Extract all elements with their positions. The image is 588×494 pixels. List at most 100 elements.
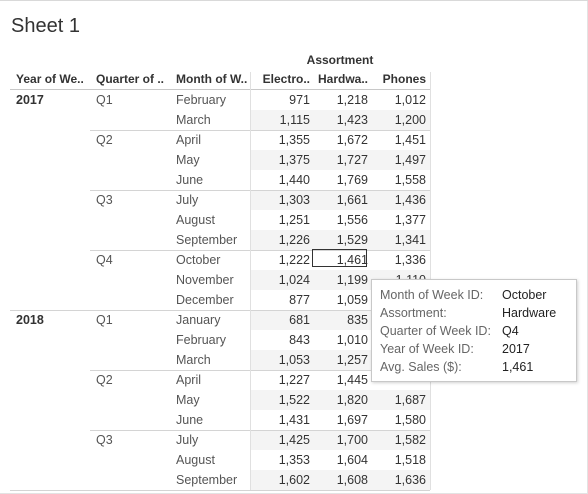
value-cell[interactable]: 1,461 — [336, 253, 368, 267]
quarter-label[interactable]: Q4 — [96, 253, 113, 267]
tooltip-value: Hardware — [502, 306, 557, 320]
month-label[interactable]: August — [176, 453, 215, 467]
value-cell[interactable]: 1,115 — [279, 113, 310, 127]
month-label[interactable]: August — [176, 213, 215, 227]
value-cell[interactable]: 1,558 — [394, 173, 426, 187]
value-cell[interactable]: 1,769 — [336, 173, 368, 187]
value-cell[interactable]: 1,700 — [336, 433, 368, 447]
row-band — [250, 230, 430, 250]
quarter-label[interactable]: Q1 — [96, 313, 113, 327]
tooltip-value: October — [502, 288, 547, 302]
month-label[interactable]: December — [176, 293, 234, 307]
value-cell[interactable]: 1,497 — [394, 153, 426, 167]
value-cell[interactable]: 1,423 — [336, 113, 368, 127]
year-label[interactable]: 2018 — [16, 313, 44, 327]
value-cell[interactable]: 1,222 — [278, 253, 310, 267]
value-cell[interactable]: 1,608 — [336, 473, 368, 487]
value-cell[interactable]: 1,059 — [336, 293, 368, 307]
value-cell[interactable]: 1,303 — [278, 193, 310, 207]
month-label[interactable]: February — [176, 333, 227, 347]
value-cell[interactable]: 1,582 — [394, 433, 426, 447]
month-label[interactable]: March — [176, 353, 211, 367]
value-cell[interactable]: 1,687 — [394, 393, 426, 407]
value-cell[interactable]: 1,518 — [394, 453, 426, 467]
month-label[interactable]: January — [176, 313, 221, 327]
value-cell[interactable]: 1,451 — [394, 133, 426, 147]
month-label[interactable]: July — [176, 433, 199, 447]
value-cell[interactable]: 1,727 — [336, 153, 368, 167]
value-cell[interactable]: 1,580 — [394, 413, 426, 427]
value-cell[interactable]: 1,522 — [278, 393, 310, 407]
value-cell[interactable]: 1,199 — [336, 273, 368, 287]
value-cell[interactable]: 1,436 — [394, 193, 426, 207]
value-cell[interactable]: 1,226 — [278, 233, 310, 247]
value-cell[interactable]: 1,024 — [278, 273, 310, 287]
value-cell[interactable]: 1,425 — [278, 433, 310, 447]
value-cell[interactable]: 1,445 — [336, 373, 368, 387]
value-cell[interactable]: 1,257 — [336, 353, 368, 367]
value-cell[interactable]: 1,377 — [394, 213, 426, 227]
value-cell[interactable]: 1,440 — [278, 173, 310, 187]
value-cell[interactable]: 681 — [289, 313, 310, 327]
value-cell[interactable]: 1,556 — [336, 213, 368, 227]
value-cell[interactable]: 1,200 — [394, 113, 426, 127]
row-header-quarter[interactable]: Quarter of .. — [96, 72, 165, 86]
month-label[interactable]: May — [176, 393, 200, 407]
month-label[interactable]: March — [176, 113, 211, 127]
month-label[interactable]: June — [176, 173, 204, 187]
group-divider — [10, 310, 430, 311]
month-label[interactable]: September — [176, 233, 238, 247]
value-cell[interactable]: 1,355 — [278, 133, 310, 147]
row-band — [250, 150, 430, 170]
row-header-month[interactable]: Month of W.. — [176, 72, 248, 86]
value-cell[interactable]: 1,604 — [336, 453, 368, 467]
row-band — [250, 390, 430, 410]
selected-cell-highlight — [312, 249, 367, 267]
value-cell[interactable]: 877 — [289, 293, 310, 307]
value-cell[interactable]: 835 — [347, 313, 368, 327]
column-header-electronics[interactable]: Electro.. — [262, 72, 310, 86]
value-cell[interactable]: 1,353 — [278, 453, 310, 467]
quarter-label[interactable]: Q1 — [96, 93, 113, 107]
value-cell[interactable]: 1,820 — [336, 393, 368, 407]
month-label[interactable]: September — [176, 473, 238, 487]
value-cell[interactable]: 1,672 — [336, 133, 368, 147]
row-header-year[interactable]: Year of We.. — [16, 72, 84, 86]
value-cell[interactable]: 1,529 — [336, 233, 368, 247]
month-label[interactable]: October — [176, 253, 221, 267]
value-cell[interactable]: 1,661 — [336, 193, 368, 207]
month-label[interactable]: July — [176, 193, 199, 207]
value-cell[interactable]: 1,697 — [336, 413, 368, 427]
value-cell[interactable]: 1,251 — [278, 213, 310, 227]
group-divider — [10, 490, 430, 491]
quarter-label[interactable]: Q2 — [96, 373, 113, 387]
value-cell[interactable]: 1,336 — [394, 253, 426, 267]
column-group-header-assortment[interactable]: Assortment — [306, 53, 374, 67]
value-cell[interactable]: 1,012 — [394, 93, 426, 107]
quarter-label[interactable]: Q3 — [96, 193, 113, 207]
month-label[interactable]: April — [176, 133, 202, 147]
month-label[interactable]: April — [176, 373, 202, 387]
value-cell[interactable]: 971 — [289, 93, 310, 107]
value-cell[interactable]: 1,053 — [278, 353, 310, 367]
value-cell[interactable]: 1,341 — [394, 233, 426, 247]
column-divider — [250, 72, 251, 490]
month-label[interactable]: June — [176, 413, 204, 427]
quarter-label[interactable]: Q3 — [96, 433, 113, 447]
month-label[interactable]: May — [176, 153, 200, 167]
column-header-hardware[interactable]: Hardwa.. — [317, 72, 368, 86]
value-cell[interactable]: 1,227 — [278, 373, 310, 387]
value-cell[interactable]: 1,218 — [336, 93, 368, 107]
value-cell[interactable]: 1,602 — [278, 473, 310, 487]
column-header-phones[interactable]: Phones — [382, 72, 426, 86]
value-cell[interactable]: 1,431 — [278, 413, 310, 427]
value-cell[interactable]: 1,636 — [394, 473, 426, 487]
month-label[interactable]: February — [176, 93, 227, 107]
value-cell[interactable]: 1,010 — [336, 333, 368, 347]
quarter-label[interactable]: Q2 — [96, 133, 113, 147]
month-label[interactable]: November — [176, 273, 234, 287]
tooltip: Month of Week ID: October Assortment: Hardw… — [371, 279, 577, 382]
value-cell[interactable]: 843 — [289, 333, 310, 347]
year-label[interactable]: 2017 — [16, 93, 44, 107]
value-cell[interactable]: 1,375 — [278, 153, 310, 167]
